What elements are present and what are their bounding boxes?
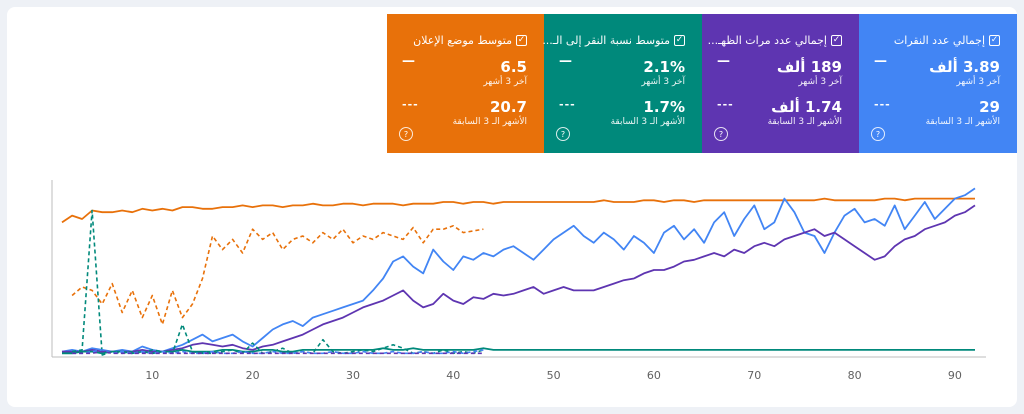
series-line-4 [62,347,975,355]
current-value: 3.89 ألف [929,58,1000,76]
tile-title: ✓ متوسط موضع الإعلان [413,34,527,47]
tile-title-text: إجمالي عدد مرات الظهـ... [707,34,827,47]
trend-dash: — [717,54,731,69]
previous-period-label: الأشهر الـ 3 السابقة [610,117,685,127]
series-line-2 [61,187,976,353]
tile-average-ctr[interactable]: ✓ متوسط نسبة النقر إلى الـ... 2.1% آخر 3… [542,14,702,153]
tile-title: ✓ إجمالي عدد النقرات [894,34,1000,47]
previous-period-label: الأشهر الـ 3 السابقة [767,117,842,127]
current-period-label: آخر 3 أشهر [641,77,685,87]
current-value: 189 ألف [776,58,842,76]
series-line-1 [71,225,484,326]
previous-value: 29 [979,98,1000,116]
tile-title-text: إجمالي عدد النقرات [893,34,985,47]
series-line-5 [71,209,484,356]
tile-total-impressions[interactable]: ✓ إجمالي عدد مرات الظهـ... 189 ألف آخر 3… [702,14,859,153]
tile-average-position[interactable]: ✓ متوسط موضع الإعلان 6.5 آخر 3 أشهر — 20… [387,14,544,153]
x-tick-label: 60 [647,369,661,382]
help-icon[interactable]: ? [399,127,413,141]
previous-period-label: الأشهر الـ 3 السابقة [925,117,1000,127]
previous-trend-dash: --- [402,98,419,111]
current-period-label: آخر 3 أشهر [483,77,527,87]
tile-title: ✓ إجمالي عدد مرات الظهـ... [708,34,842,47]
tile-title: ✓ متوسط نسبة النقر إلى الـ... [542,34,685,47]
previous-period-label: الأشهر الـ 3 السابقة [452,117,527,127]
trend-dash: — [874,54,888,69]
x-tick-label: 40 [446,369,460,382]
x-tick-label: 50 [547,369,561,382]
x-tick-label: 10 [145,369,159,382]
trend-dash: — [559,54,573,69]
series-line-7 [72,350,484,355]
x-tick-label: 20 [246,369,260,382]
tile-title-text: متوسط نسبة النقر إلى الـ... [542,34,670,47]
current-period-label: آخر 3 أشهر [956,77,1000,87]
previous-value: 1.7% [643,98,685,116]
tile-title-text: متوسط موضع الإعلان [413,34,512,47]
series-line-0 [61,197,975,224]
metric-tiles: ✓ متوسط موضع الإعلان 6.5 آخر 3 أشهر — 20… [387,14,1017,153]
help-icon[interactable]: ? [871,127,885,141]
checkbox-checked-icon[interactable]: ✓ [831,35,842,46]
series-line-3 [62,204,976,353]
help-icon[interactable]: ? [714,127,728,141]
trend-dash: — [402,54,416,69]
x-tick-label: 30 [346,369,360,382]
tile-total-clicks[interactable]: ✓ إجمالي عدد النقرات 3.89 ألف آخر 3 أشهر… [859,14,1017,153]
x-tick-label: 90 [948,369,962,382]
checkbox-checked-icon[interactable]: ✓ [989,35,1000,46]
previous-value: 1.74 ألف [771,98,842,116]
previous-trend-dash: --- [717,98,734,111]
checkbox-checked-icon[interactable]: ✓ [674,35,685,46]
current-value: 6.5 [500,58,527,76]
x-tick-label: 70 [747,369,761,382]
current-value: 2.1% [643,58,685,76]
current-period-label: آخر 3 أشهر [798,77,842,87]
previous-value: 20.7 [489,98,527,116]
previous-trend-dash: --- [559,98,576,111]
previous-trend-dash: --- [874,98,891,111]
help-icon[interactable]: ? [556,127,570,141]
x-tick-label: 80 [848,369,862,382]
checkbox-checked-icon[interactable]: ✓ [516,35,527,46]
